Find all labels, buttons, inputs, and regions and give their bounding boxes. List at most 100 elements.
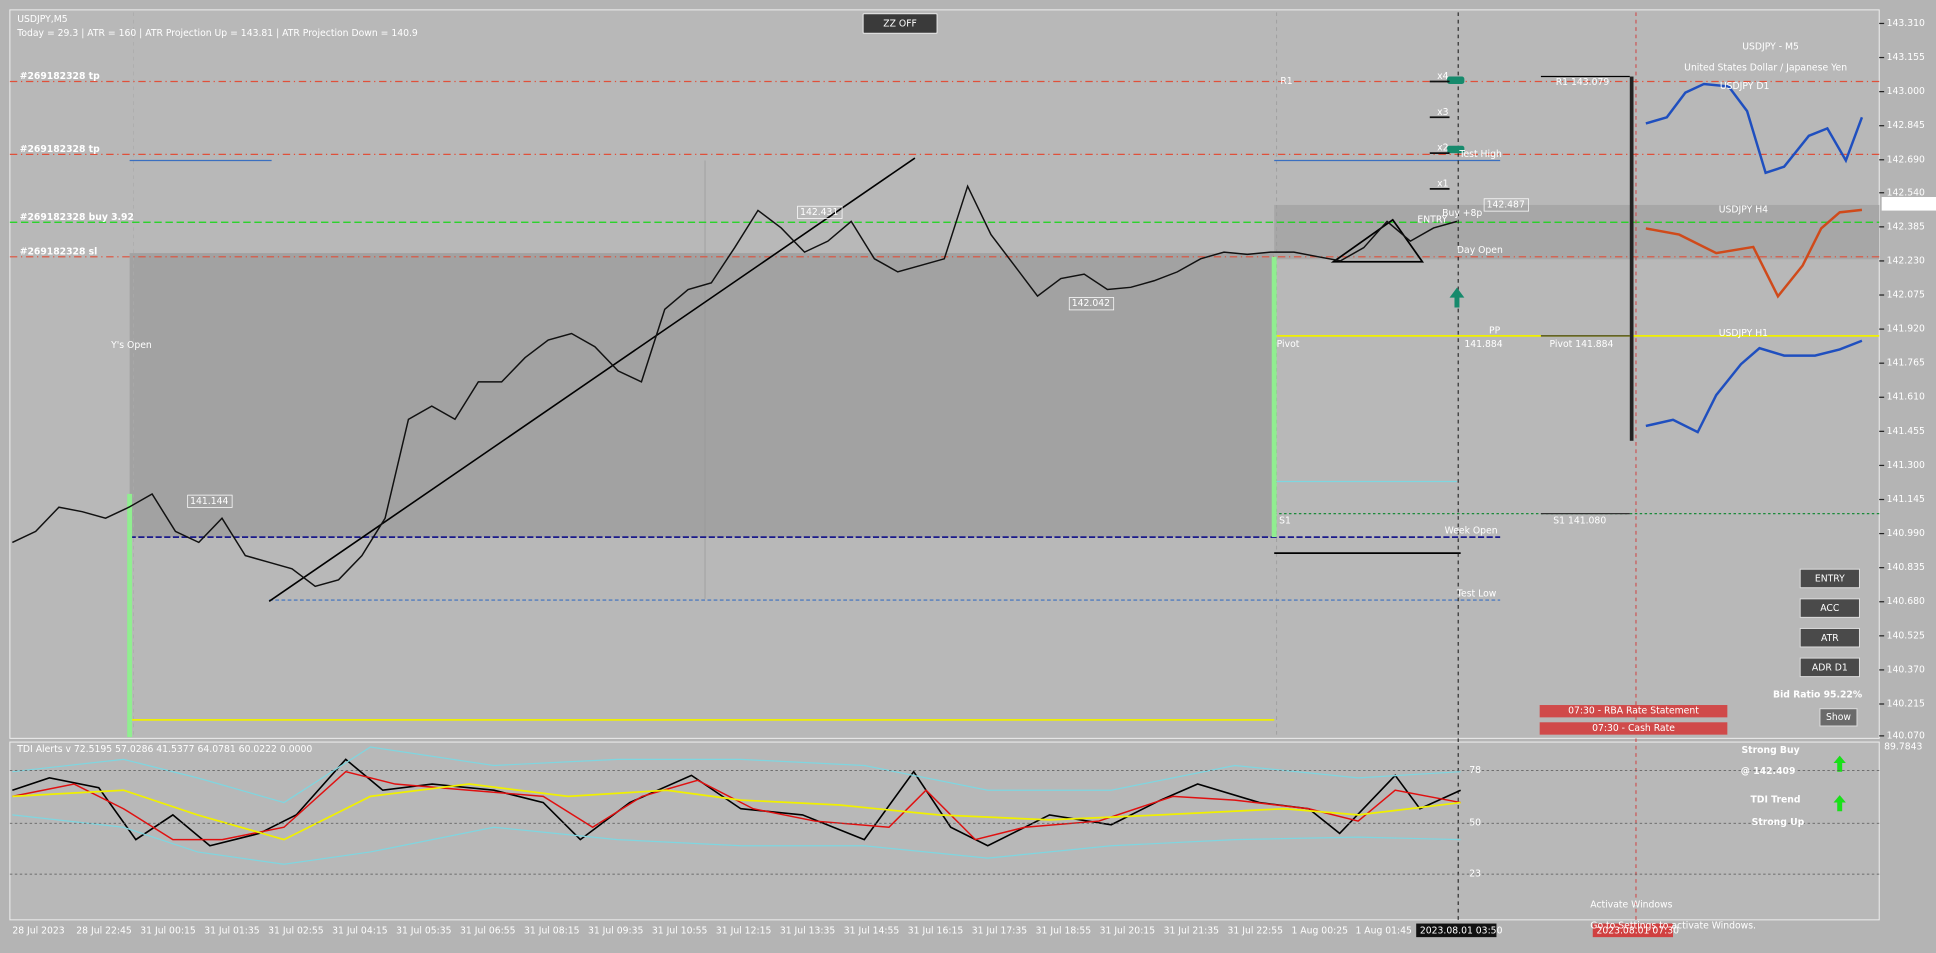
chart-label: ENTRY bbox=[1417, 214, 1447, 225]
multiplier-label: x1 bbox=[1437, 178, 1448, 189]
time-label: 31 Jul 10:55 bbox=[652, 925, 708, 936]
time-label: 28 Jul 2023 bbox=[12, 925, 64, 936]
time-label: 1 Aug 00:25 bbox=[1291, 925, 1348, 936]
price-tag: 142.431 bbox=[800, 207, 838, 218]
watermark-title: Activate Windows bbox=[1590, 900, 1672, 911]
time-label: 28 Jul 22:45 bbox=[76, 925, 132, 936]
price-tick-label: 141.920 bbox=[1887, 324, 1925, 335]
price-line bbox=[12, 184, 1458, 588]
price-tick-label: 141.765 bbox=[1887, 358, 1925, 369]
signal-price: @ 142.409 bbox=[1741, 766, 1796, 777]
indicator-level-label: 23 bbox=[1469, 869, 1481, 880]
chart-label: Buy +8p bbox=[1442, 208, 1482, 219]
price-tag-box bbox=[1068, 297, 1115, 311]
session-bar bbox=[1271, 256, 1277, 538]
event-time-box bbox=[1592, 923, 1674, 938]
symbol: USDJPY,M5 bbox=[17, 14, 67, 25]
timeframe-label: USDJPY H4 bbox=[1719, 204, 1768, 215]
indicator-title: TDI Alerts v 72.5195 57.0286 41.5377 64.… bbox=[16, 744, 312, 755]
entry-zone bbox=[1274, 204, 1880, 260]
price-tick-label: 140.835 bbox=[1887, 562, 1925, 573]
price-tick-label: 143.000 bbox=[1887, 86, 1925, 97]
indicator-axis-label: 89.7843 bbox=[1884, 741, 1922, 752]
adr-button-label: ADR D1 bbox=[1812, 662, 1848, 673]
target-marker bbox=[1447, 145, 1465, 154]
price-tick-label: 142.540 bbox=[1887, 187, 1925, 198]
signal-arrow bbox=[1833, 755, 1846, 772]
price-tick-label: 141.455 bbox=[1887, 426, 1925, 437]
price-tick-label: 143.155 bbox=[1887, 52, 1925, 63]
range-box bbox=[129, 253, 1275, 538]
cursor-time-box bbox=[1416, 923, 1497, 938]
tdi-band-lower bbox=[12, 814, 1461, 865]
order-label: #269182328 tp bbox=[20, 71, 100, 82]
time-label: 31 Jul 01:35 bbox=[204, 925, 260, 936]
chart-label: Test Low bbox=[1456, 588, 1497, 599]
time-label: 31 Jul 16:15 bbox=[908, 925, 964, 936]
news-label: 07:30 - RBA Rate Statement bbox=[1568, 706, 1699, 717]
time-label: 31 Jul 05:35 bbox=[396, 925, 452, 936]
show-button[interactable] bbox=[1819, 708, 1858, 727]
session-bar bbox=[127, 493, 133, 738]
price-tick-label: 140.215 bbox=[1887, 698, 1925, 709]
price-tick-label: 142.845 bbox=[1887, 120, 1925, 131]
s1-label: S1 141.080 bbox=[1553, 516, 1606, 527]
tdi-band-upper bbox=[12, 746, 1461, 804]
chart-label: Pivot bbox=[1277, 339, 1300, 350]
news-box bbox=[1539, 705, 1728, 718]
price-tick-label: 141.300 bbox=[1887, 460, 1925, 471]
current-price-box bbox=[1881, 197, 1936, 211]
buy-arrow bbox=[1449, 287, 1465, 308]
time-label: 31 Jul 00:15 bbox=[140, 925, 196, 936]
r1-label: R1 143.079 bbox=[1556, 77, 1610, 88]
pivot-label: Pivot 141.884 bbox=[1550, 339, 1614, 350]
news-box bbox=[1539, 722, 1728, 735]
acc-button[interactable] bbox=[1799, 598, 1860, 618]
price-tag: 142.487 bbox=[1487, 199, 1525, 210]
price-tick-label: 142.230 bbox=[1887, 255, 1925, 266]
show-button-label: Show bbox=[1826, 712, 1851, 723]
panel-title: USDJPY - M5 bbox=[1742, 41, 1799, 52]
chart-label: S1 bbox=[1279, 516, 1291, 527]
order-label: #269182328 buy 3.92 bbox=[20, 212, 134, 223]
time-label: 31 Jul 20:15 bbox=[1100, 925, 1156, 936]
atr-button[interactable] bbox=[1799, 627, 1860, 648]
time-label: 31 Jul 14:55 bbox=[844, 925, 900, 936]
time-label: 31 Jul 12:15 bbox=[716, 925, 772, 936]
pattern-triangle bbox=[1330, 218, 1425, 263]
bid-ratio: Bid Ratio 95.22% bbox=[1773, 690, 1862, 701]
price-tag: 141.144 bbox=[190, 496, 228, 507]
news-label: 07:30 - Cash Rate bbox=[1592, 723, 1675, 734]
price-tick-label: 140.370 bbox=[1887, 664, 1925, 675]
chart-label: Test High bbox=[1458, 149, 1502, 160]
trend-state: Strong Up bbox=[1752, 817, 1805, 828]
multiplier-label: x4 bbox=[1437, 71, 1448, 82]
price-tag: 142.042 bbox=[1072, 298, 1110, 309]
mini-chart-d1 bbox=[1645, 82, 1864, 175]
time-label: 1 Aug 01:45 bbox=[1355, 925, 1412, 936]
zz-button-label: ZZ OFF bbox=[883, 19, 917, 30]
indicator-pane bbox=[9, 741, 1880, 921]
chart-label: Week Open bbox=[1445, 525, 1498, 536]
multiplier-label: x2 bbox=[1437, 143, 1448, 154]
price-tick-label: 141.610 bbox=[1887, 392, 1925, 403]
order-label: #269182328 sl bbox=[20, 246, 98, 257]
time-label: 31 Jul 08:15 bbox=[524, 925, 580, 936]
adr-button[interactable] bbox=[1799, 657, 1860, 678]
signal-label: Strong Buy bbox=[1742, 745, 1800, 756]
time-label: 31 Jul 17:35 bbox=[972, 925, 1028, 936]
panel-subtitle: United States Dollar / Japanese Yen bbox=[1684, 62, 1847, 73]
time-label: 31 Jul 06:55 bbox=[460, 925, 516, 936]
entry-button[interactable] bbox=[1799, 568, 1860, 589]
price-tick-label: 141.145 bbox=[1887, 494, 1925, 505]
time-label: 31 Jul 04:15 bbox=[332, 925, 388, 936]
price-tag-box bbox=[1483, 198, 1529, 212]
time-label: 31 Jul 13:35 bbox=[780, 925, 836, 936]
price-tag-box bbox=[187, 494, 233, 508]
zz-button[interactable] bbox=[862, 12, 938, 34]
price-tag-box bbox=[797, 205, 843, 219]
price-tick-label: 143.310 bbox=[1887, 18, 1925, 29]
